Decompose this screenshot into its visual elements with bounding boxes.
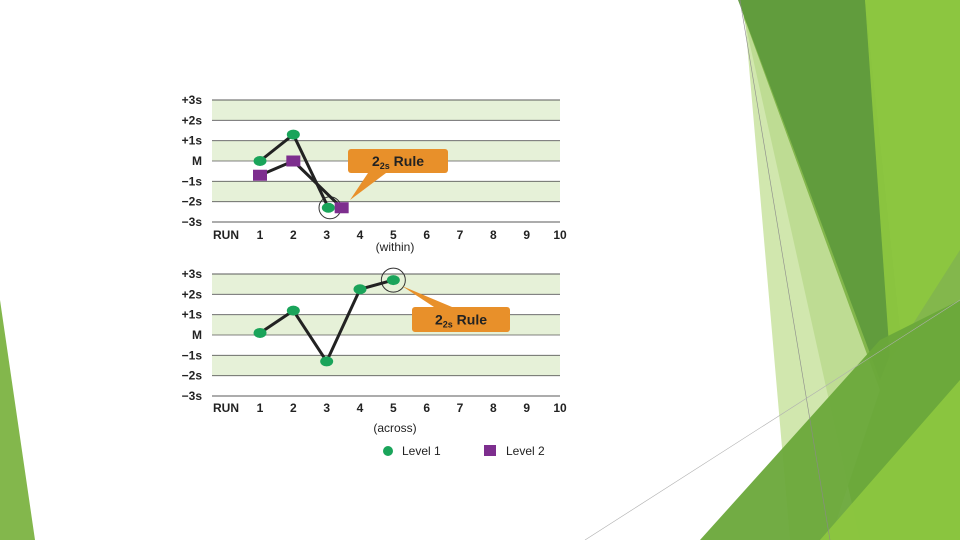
- y-tick-label: −1s: [182, 174, 203, 188]
- data-point-level-1: [320, 356, 334, 367]
- chart-band: [212, 335, 560, 356]
- x-tick-label: 7: [457, 401, 464, 415]
- chart-band: [212, 181, 560, 202]
- x-tick-label: 4: [357, 228, 364, 242]
- chart-series: [253, 267, 406, 367]
- x-axis-prefix: RUN: [213, 228, 239, 242]
- data-point-level-1: [353, 284, 367, 295]
- right-green-facet-bottom-dark: [820, 380, 960, 540]
- x-axis-label: (across): [373, 421, 416, 435]
- callout-2-2s-rule: 22s Rule: [348, 149, 448, 200]
- y-tick-label: +2s: [182, 113, 203, 127]
- y-tick-label: +3s: [182, 93, 203, 107]
- x-tick-label: 7: [457, 228, 464, 242]
- x-tick-label: 5: [390, 401, 397, 415]
- data-point-level-2: [253, 169, 267, 181]
- callout-pointer: [350, 173, 386, 200]
- data-point-level-1: [286, 305, 300, 316]
- chart-gridlines: [212, 273, 560, 397]
- callout-box: [348, 149, 448, 173]
- left-green-wedge: [0, 300, 35, 540]
- y-tick-label: −3s: [182, 389, 203, 403]
- y-tick-labels: +3s +2s +1s M −1s −2s −3s: [182, 93, 203, 229]
- legend-label-level-1: Level 1: [402, 444, 441, 458]
- legend-marker-level-1: [383, 446, 393, 456]
- chart-within: +3s +2s +1s M −1s −2s −3s RUN 1 2 3 4 5 6 7 8 9 10 22s R…: [182, 93, 567, 254]
- x-tick-label: 6: [423, 401, 430, 415]
- x-tick-label: 4: [357, 401, 364, 415]
- x-axis-prefix: RUN: [213, 401, 239, 415]
- callout-pointer: [402, 286, 452, 307]
- chart-across: +3s +2s +1s M −1s −2s −3s RUN 1 2 3 4 5 6 7 8 9 10 22s R…: [182, 267, 567, 435]
- highlight-circle: [380, 267, 406, 293]
- chart-series: [253, 129, 349, 220]
- x-tick-label: 6: [423, 228, 430, 242]
- x-tick-label: 10: [553, 401, 567, 415]
- x-tick-label: 3: [323, 401, 330, 415]
- data-point-level-1: [286, 129, 300, 140]
- data-point-level-2: [286, 155, 301, 167]
- callout-text: 22s Rule: [372, 153, 424, 171]
- y-tick-label: −3s: [182, 215, 203, 229]
- legend-label-level-2: Level 2: [506, 444, 545, 458]
- chart-band: [212, 355, 560, 376]
- legend-marker-level-2: [484, 445, 496, 456]
- chart-gridlines: [212, 99, 560, 223]
- y-tick-labels: +3s +2s +1s M −1s −2s −3s: [182, 267, 203, 403]
- callout-2-2s-rule: 22s Rule: [402, 286, 510, 332]
- right-green-facet-dark: [738, 0, 900, 380]
- data-point-level-1: [321, 202, 335, 213]
- y-tick-label: M: [192, 328, 202, 342]
- chart-band: [212, 201, 560, 222]
- x-tick-label: 8: [490, 401, 497, 415]
- decorative-thin-line: [584, 299, 960, 541]
- y-tick-label: +1s: [182, 308, 203, 322]
- x-tick-label: 1: [257, 401, 264, 415]
- x-tick-label: 10: [553, 228, 567, 242]
- x-tick-label: 5: [390, 228, 397, 242]
- chart-band: [212, 100, 560, 121]
- x-tick-label: 3: [323, 228, 330, 242]
- right-green-facet-mid: [865, 0, 960, 360]
- x-tick-label: 9: [523, 401, 530, 415]
- y-tick-label: +3s: [182, 267, 203, 281]
- decorative-thin-line: [739, 0, 831, 541]
- x-tick-label: 2: [290, 228, 297, 242]
- chart-band: [212, 375, 560, 396]
- x-tick-labels: RUN 1 2 3 4 5 6 7 8 9 10: [213, 401, 567, 415]
- chart-band: [212, 120, 560, 141]
- data-point-level-1: [386, 275, 400, 286]
- x-axis-label: (within): [376, 240, 415, 254]
- data-point-level-2: [334, 202, 349, 214]
- x-tick-label: 9: [523, 228, 530, 242]
- callout-box: [412, 307, 510, 332]
- legend: Level 1 Level 2: [383, 444, 545, 458]
- x-tick-label: 2: [290, 401, 297, 415]
- x-tick-labels: RUN 1 2 3 4 5 6 7 8 9 10: [213, 228, 567, 242]
- x-tick-label: 8: [490, 228, 497, 242]
- y-tick-label: −2s: [182, 369, 203, 383]
- y-tick-label: +1s: [182, 134, 203, 148]
- data-point-level-1: [253, 156, 267, 166]
- chart-band: [212, 274, 560, 295]
- y-tick-label: +2s: [182, 287, 203, 301]
- callout-text: 22s Rule: [435, 312, 487, 330]
- y-tick-label: −2s: [182, 195, 203, 209]
- data-point-level-1: [253, 327, 267, 338]
- y-tick-label: −1s: [182, 348, 203, 362]
- x-tick-label: 1: [257, 228, 264, 242]
- y-tick-label: M: [192, 154, 202, 168]
